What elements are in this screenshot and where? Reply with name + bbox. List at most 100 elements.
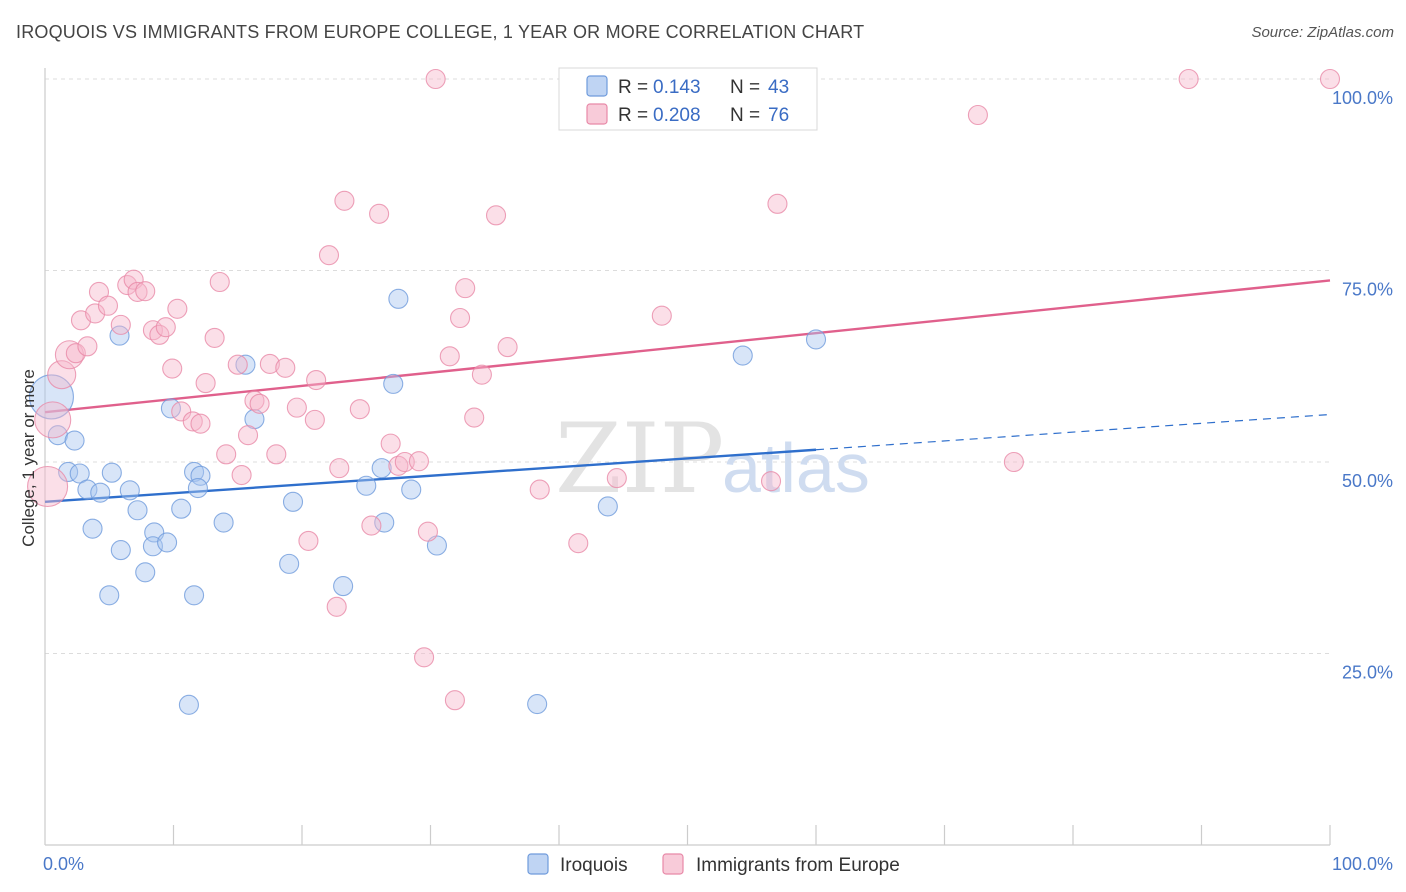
point-immigrants-69 <box>1178 68 1199 90</box>
point-iroquois-10 <box>127 500 148 521</box>
point-immigrants-26 <box>216 444 237 465</box>
point-iroquois-35 <box>388 288 409 309</box>
point-immigrants-67 <box>967 104 988 126</box>
point-iroquois-34 <box>383 373 404 394</box>
x-tick-label-max: 100.0% <box>1332 854 1393 874</box>
x-tick-labels: 0.0% 100.0% <box>43 854 1393 874</box>
point-immigrants-37 <box>304 409 325 430</box>
bottom-legend-label-iroquois: Iroquois <box>560 855 628 876</box>
point-iroquois-28 <box>99 585 120 606</box>
point-iroquois-30 <box>333 576 354 597</box>
point-iroquois-19 <box>190 465 211 486</box>
x-tick-label-min: 0.0% <box>43 854 84 874</box>
legend-r-value-immigrants: 0.208 <box>653 105 701 126</box>
point-immigrants-5 <box>77 336 98 357</box>
point-immigrants-46 <box>380 433 401 454</box>
legend-r-label-iroquois: R = <box>618 77 648 98</box>
point-iroquois-39 <box>597 496 618 517</box>
bottom-legend-swatch-immigrants <box>662 853 684 875</box>
point-immigrants-34 <box>275 357 296 378</box>
y-tick-label-25: 25.0% <box>1342 663 1393 683</box>
point-iroquois-25 <box>282 491 304 512</box>
point-immigrants-52 <box>425 68 446 90</box>
point-immigrants-28 <box>231 464 252 486</box>
point-iroquois-38 <box>527 694 548 715</box>
point-iroquois-2 <box>64 430 85 451</box>
point-immigrants-23 <box>195 373 216 394</box>
legend-n-label-immigrants: N = <box>730 105 760 126</box>
point-iroquois-23 <box>235 354 256 375</box>
point-immigrants-10 <box>110 314 131 335</box>
point-iroquois-5 <box>77 479 98 500</box>
point-immigrants-44 <box>361 515 382 536</box>
point-immigrants-55 <box>450 307 471 329</box>
point-iroquois-17 <box>171 498 192 519</box>
point-iroquois-36 <box>401 479 422 500</box>
point-immigrants-63 <box>606 468 627 489</box>
point-immigrants-21 <box>182 411 203 432</box>
point-immigrants-18 <box>167 298 188 319</box>
point-iroquois-22 <box>213 512 234 533</box>
point-iroquois-26 <box>279 553 300 574</box>
point-immigrants-33 <box>266 444 287 465</box>
point-immigrants-47 <box>388 455 409 476</box>
point-immigrants-25 <box>209 271 230 293</box>
stats-legend: R = 0.143 N = 43 R = 0.208 N = 76 <box>558 67 818 131</box>
y-axis-label: College, 1 year or more <box>19 369 38 547</box>
point-iroquois-27 <box>184 585 205 606</box>
point-immigrants-66 <box>767 193 788 214</box>
point-iroquois-16 <box>135 562 156 583</box>
point-iroquois-18 <box>184 461 205 483</box>
point-immigrants-9 <box>97 295 119 316</box>
axes <box>44 68 1331 846</box>
y-tick-labels: 25.0% 50.0% 75.0% 100.0% <box>1332 88 1393 683</box>
point-iroquois-11 <box>82 518 103 539</box>
point-iroquois-32 <box>371 458 392 479</box>
point-immigrants-45 <box>369 203 390 224</box>
watermark-atlas: atlas <box>722 429 870 507</box>
point-immigrants-60 <box>497 337 518 358</box>
point-immigrants-31 <box>249 393 270 414</box>
point-immigrants-53 <box>439 346 460 367</box>
trend-lines <box>44 279 1331 504</box>
legend-swatch-immigrants <box>586 103 608 125</box>
legend-n-value-iroquois: 43 <box>768 77 789 98</box>
data-points <box>27 68 1341 715</box>
legend-n-label-iroquois: N = <box>730 77 760 98</box>
y-tick-label-100: 100.0% <box>1332 88 1393 108</box>
point-immigrants-56 <box>455 278 476 299</box>
point-immigrants-4 <box>65 343 86 364</box>
point-immigrants-62 <box>568 533 589 554</box>
point-immigrants-43 <box>349 399 370 420</box>
point-immigrants-32 <box>259 353 280 375</box>
point-iroquois-40 <box>732 345 753 366</box>
point-immigrants-49 <box>408 451 429 472</box>
point-iroquois-12 <box>110 540 131 561</box>
legend-swatch-iroquois <box>586 75 608 97</box>
point-immigrants-48 <box>394 451 415 473</box>
y-tick-label-75: 75.0% <box>1342 280 1393 300</box>
point-immigrants-29 <box>237 425 259 446</box>
point-immigrants-17 <box>155 317 176 338</box>
point-iroquois-0 <box>28 374 74 420</box>
point-immigrants-59 <box>485 205 507 226</box>
series-legend: Iroquois Immigrants from Europe <box>527 853 900 876</box>
point-immigrants-64 <box>651 305 672 326</box>
trend-line-extension-iroquois <box>815 413 1331 451</box>
point-immigrants-39 <box>318 245 340 266</box>
point-immigrants-38 <box>306 369 327 391</box>
point-immigrants-19 <box>162 358 183 379</box>
point-immigrants-41 <box>329 458 350 479</box>
point-iroquois-9 <box>109 325 130 346</box>
point-iroquois-33 <box>374 512 395 533</box>
point-immigrants-11 <box>117 275 138 296</box>
bottom-legend-swatch-iroquois <box>527 853 549 875</box>
point-immigrants-1 <box>34 401 72 439</box>
point-immigrants-50 <box>414 647 435 668</box>
bottom-legend-label-immigrants: Immigrants from Europe <box>696 855 900 876</box>
point-immigrants-58 <box>471 364 492 385</box>
point-immigrants-7 <box>85 303 106 324</box>
point-iroquois-29 <box>178 694 199 715</box>
trend-line-iroquois <box>44 448 817 504</box>
